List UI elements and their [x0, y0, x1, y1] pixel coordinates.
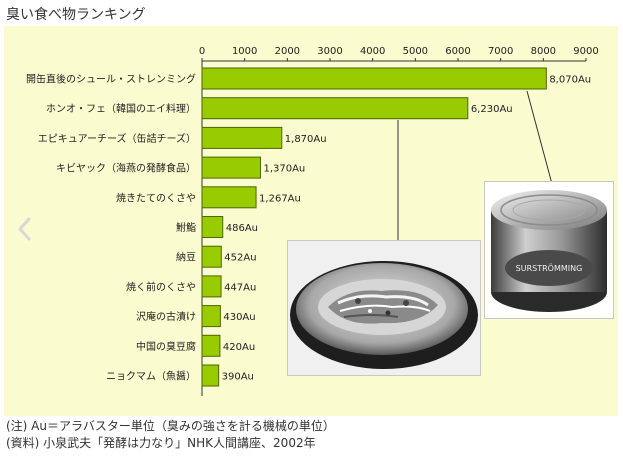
bar — [201, 186, 257, 209]
value-labels: 8,070Au 6,230Au 1,870Au 1,370Au 1,267Au 486Au… — [222, 75, 591, 383]
value-label: 390Au — [222, 372, 254, 383]
chevron-left-icon — [18, 217, 31, 241]
value-label: 447Au — [224, 282, 256, 293]
x-tick-label: 8000 — [531, 46, 556, 57]
x-tick-label: 9000 — [573, 46, 598, 57]
note-source: (資料) 小泉武夫「発酵は力なり」NHK人間講座、2002年 — [6, 436, 316, 450]
value-label: 486Au — [226, 223, 258, 234]
bar — [201, 364, 220, 387]
category-label: 中国の臭豆腐 — [136, 340, 196, 353]
category-label: 沢庵の古漬け — [136, 310, 196, 323]
page-title: 臭い食べ物ランキング — [6, 7, 146, 23]
bar — [201, 156, 261, 179]
value-label: 1,870Au — [285, 134, 327, 145]
value-label: 420Au — [223, 342, 255, 353]
category-label: ニョクマム（魚醤） — [106, 370, 196, 383]
bar — [201, 97, 469, 120]
category-label: キビヤック（海燕の発酵食品） — [56, 162, 196, 175]
value-label: 452Au — [224, 253, 256, 264]
can-pointer-line — [526, 90, 553, 185]
value-label: 8,070Au — [549, 75, 591, 86]
bar — [201, 334, 221, 357]
x-tick-label: 6000 — [445, 46, 470, 57]
bars — [201, 67, 547, 387]
category-label: 焼きたてのくさや — [116, 192, 196, 204]
note-unit: (注) Au＝アラバスター単位（臭みの強さを計る機械の単位） — [6, 419, 335, 433]
prev-button[interactable] — [14, 214, 34, 244]
x-tick-label: 0 — [199, 46, 205, 57]
category-label: エピキュアーチーズ（缶詰チーズ） — [38, 132, 196, 145]
bar — [201, 216, 224, 238]
category-label: 焼く前のくさや — [126, 280, 196, 293]
category-label: 鮒鮨 — [176, 221, 196, 234]
bar — [201, 305, 221, 328]
bar — [201, 245, 222, 268]
bar — [201, 126, 283, 149]
x-tick-label: 2000 — [275, 46, 300, 57]
category-label: 開缶直後のシュール・ストレンミング — [26, 73, 196, 86]
x-tick-label: 1000 — [232, 46, 257, 57]
category-label: ホンオ・フェ（韓国のエイ料理） — [46, 102, 196, 115]
footnotes: (注) Au＝アラバスター単位（臭みの強さを計る機械の単位） (資料) 小泉武夫… — [6, 418, 335, 452]
bar — [201, 67, 547, 90]
can-label-text: SURSTRÖMMING — [516, 263, 583, 273]
surstromming-can-photo: SURSTRÖMMING — [484, 181, 614, 319]
fermented-fish-dish-photo — [287, 240, 481, 376]
bar — [201, 275, 222, 298]
value-label: 6,230Au — [471, 104, 513, 115]
value-label: 1,370Au — [263, 164, 305, 175]
category-label: 納豆 — [176, 251, 196, 264]
x-tick-label: 4000 — [360, 46, 385, 57]
x-tick-label: 3000 — [317, 46, 342, 57]
bar-chart: 0 1000 2000 3000 4000 5000 6000 7000 8000 9000 開缶… — [26, 46, 599, 396]
value-label: 430Au — [223, 312, 255, 323]
value-label: 1,267Au — [259, 193, 301, 204]
x-tick-label: 7000 — [488, 46, 513, 57]
x-tick-label: 5000 — [403, 46, 428, 57]
photo-pointer-lines — [397, 90, 553, 242]
